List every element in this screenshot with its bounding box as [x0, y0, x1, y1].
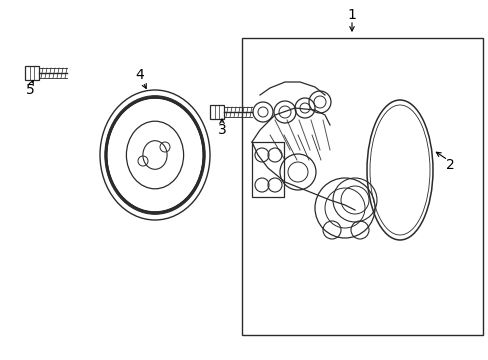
Text: 3: 3: [217, 123, 226, 137]
Text: 2: 2: [445, 158, 453, 172]
Bar: [242, 38, 482, 335]
Bar: [251, 142, 284, 197]
Bar: [25, 66, 39, 80]
Text: 4: 4: [135, 68, 144, 82]
Text: 5: 5: [25, 83, 34, 97]
Text: 1: 1: [347, 8, 356, 22]
Bar: [209, 105, 224, 119]
